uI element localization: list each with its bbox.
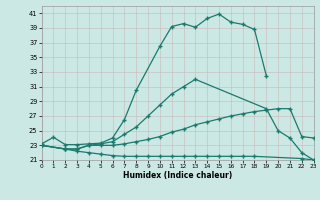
X-axis label: Humidex (Indice chaleur): Humidex (Indice chaleur) [123, 171, 232, 180]
